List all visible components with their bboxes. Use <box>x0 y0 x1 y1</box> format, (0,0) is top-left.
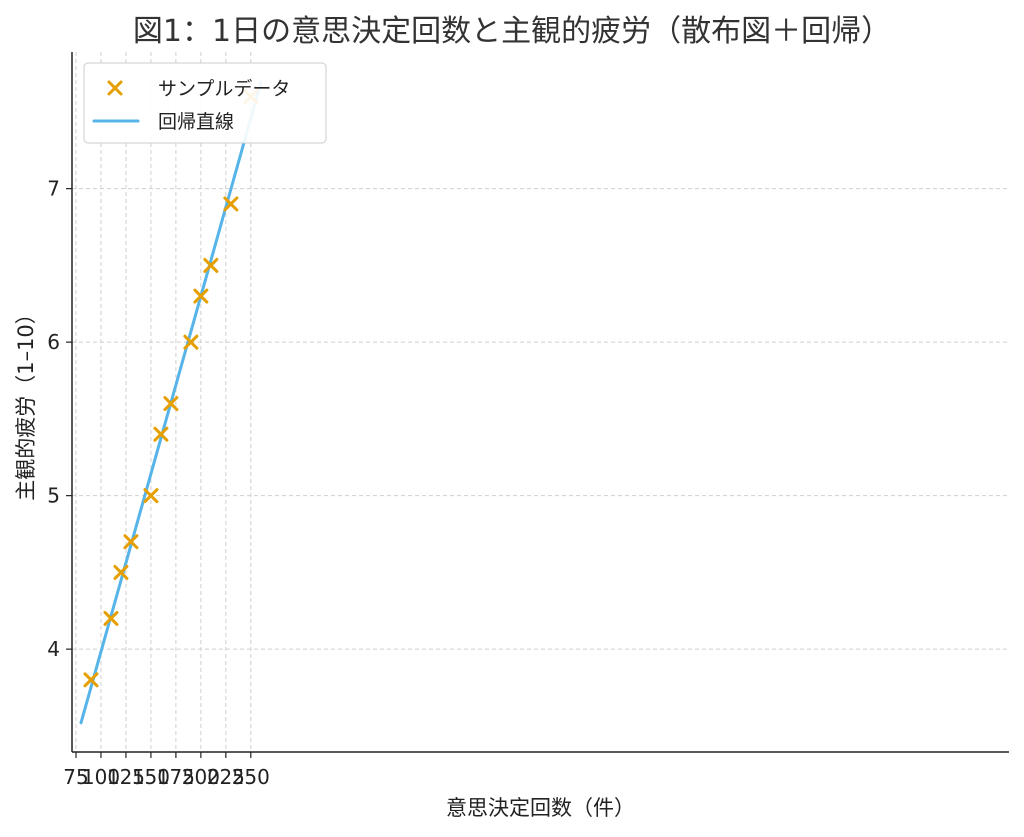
y-tick-label: 6 <box>47 330 60 354</box>
legend-box <box>83 62 327 144</box>
data-point <box>113 564 129 580</box>
y-tick-label: 4 <box>47 637 60 661</box>
grid-layer <box>72 52 1009 752</box>
data-point <box>163 396 179 412</box>
data-point <box>223 196 239 212</box>
x-tick-label: 225 <box>207 765 245 789</box>
data-point-stroke <box>203 257 219 273</box>
data-point <box>193 288 209 304</box>
data-point-stroke <box>183 334 199 350</box>
data-point-stroke <box>103 610 119 626</box>
data-point <box>103 610 119 626</box>
x-tick-label: 75 <box>63 765 88 789</box>
y-tick-label: 5 <box>47 484 60 508</box>
chart-title: 図1：1日の意思決定回数と主観的疲労（散布図＋回帰） <box>132 14 892 49</box>
x-tick-label: 250 <box>232 765 270 789</box>
data-point-stroke <box>143 488 159 504</box>
points-layer <box>83 89 259 688</box>
x-tick-label: 125 <box>107 765 145 789</box>
legend-marker-scatter <box>107 80 123 96</box>
data-point-stroke <box>153 426 169 442</box>
data-point-stroke <box>163 396 179 412</box>
data-point-stroke <box>193 288 209 304</box>
data-point <box>183 334 199 350</box>
x-tick-label: 200 <box>182 765 220 789</box>
data-point <box>203 257 219 273</box>
data-point-stroke <box>113 564 129 580</box>
x-tick-label: 100 <box>82 765 120 789</box>
data-point <box>83 672 99 688</box>
x-tick-label: 150 <box>132 765 170 789</box>
data-point <box>123 534 139 550</box>
x-tick-label: 175 <box>157 765 195 789</box>
data-point-stroke <box>123 534 139 550</box>
x-axis-title: 意思決定回数（件） <box>446 796 635 820</box>
data-point-stroke <box>83 672 99 688</box>
data-point-stroke <box>223 196 239 212</box>
y-tick-label: 7 <box>47 177 60 201</box>
data-point <box>143 488 159 504</box>
y-axis-title: 主観的疲労（1–10） <box>14 303 38 501</box>
legend-label-line: 回帰直線 <box>158 111 234 133</box>
legend-label-scatter: サンプルデータ <box>158 78 290 100</box>
data-point <box>153 426 169 442</box>
